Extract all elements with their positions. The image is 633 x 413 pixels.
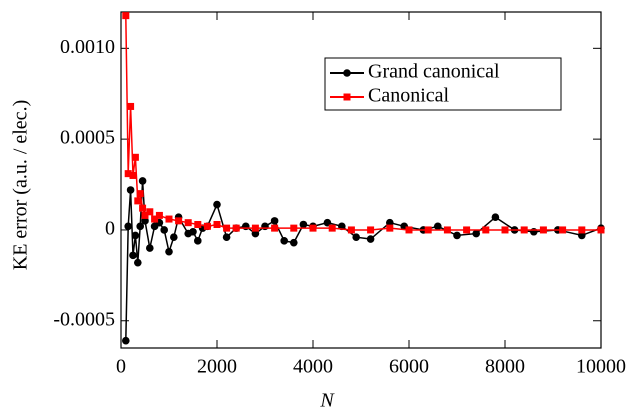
legend-label: Canonical xyxy=(368,85,450,107)
data-point xyxy=(146,244,154,252)
data-point xyxy=(290,224,298,232)
data-point xyxy=(175,217,183,225)
x-tick-label: 4000 xyxy=(293,356,333,378)
data-point xyxy=(578,231,586,240)
data-point xyxy=(453,231,461,240)
data-point xyxy=(213,220,221,228)
x-tick-label: 2000 xyxy=(197,356,237,378)
series-line xyxy=(125,15,601,231)
data-point xyxy=(141,211,149,219)
data-point xyxy=(151,215,159,223)
data-point xyxy=(124,170,132,178)
data-point xyxy=(578,226,586,234)
data-point xyxy=(134,258,142,267)
data-point xyxy=(141,217,149,225)
data-point xyxy=(184,219,192,227)
data-point xyxy=(194,237,202,245)
data-point xyxy=(539,226,547,234)
data-point xyxy=(242,222,250,231)
data-point xyxy=(126,186,135,194)
data-point xyxy=(222,233,231,242)
y-tick-label: 0.0010 xyxy=(60,36,115,58)
data-point xyxy=(131,153,139,161)
data-point xyxy=(501,226,509,234)
legend-label: Grand canonical xyxy=(368,61,500,83)
x-tick-label: 8000 xyxy=(485,356,525,378)
data-point xyxy=(290,238,298,247)
series-line xyxy=(125,180,602,341)
x-axis-label: N xyxy=(319,390,335,412)
data-point xyxy=(136,222,144,231)
data-point xyxy=(139,204,147,212)
data-point xyxy=(160,226,168,234)
data-point xyxy=(129,171,137,179)
data-point xyxy=(213,200,221,209)
data-point xyxy=(170,233,178,242)
data-point xyxy=(165,247,173,256)
data-point xyxy=(328,224,336,232)
legend-marker xyxy=(343,69,351,77)
data-point xyxy=(299,220,308,229)
data-point xyxy=(261,222,269,231)
x-tick-label: 10000 xyxy=(576,356,626,378)
data-point xyxy=(491,213,500,222)
y-tick-label: 0.0005 xyxy=(60,127,115,149)
data-point xyxy=(463,226,471,234)
data-point xyxy=(352,233,361,242)
y-axis-label: KE error (a.u. / elec.) xyxy=(10,100,32,270)
data-point xyxy=(127,102,135,110)
data-point xyxy=(223,224,231,232)
data-point xyxy=(597,226,605,234)
data-point xyxy=(386,218,394,227)
data-point xyxy=(367,226,375,234)
data-point xyxy=(323,218,332,227)
data-point xyxy=(122,12,130,20)
data-point xyxy=(136,190,144,198)
x-tick-label: 0 xyxy=(116,356,126,378)
data-point xyxy=(146,208,154,216)
data-point xyxy=(347,226,355,234)
y-tick-label: 0 xyxy=(105,218,115,240)
data-point xyxy=(434,222,442,231)
data-point xyxy=(189,227,197,236)
data-point xyxy=(472,229,481,238)
data-point xyxy=(366,235,375,243)
data-point xyxy=(134,197,142,205)
data-point xyxy=(520,226,528,234)
legend-box xyxy=(324,57,562,111)
data-point xyxy=(131,231,140,240)
data-point xyxy=(405,226,413,234)
legend-marker xyxy=(343,93,351,101)
data-point xyxy=(424,226,432,234)
data-point xyxy=(165,215,173,223)
data-point xyxy=(232,224,240,232)
data-point xyxy=(559,226,567,234)
data-point xyxy=(271,224,279,232)
data-point xyxy=(482,226,490,234)
y-tick-label: -0.0005 xyxy=(53,308,115,330)
data-point xyxy=(124,222,132,231)
data-point xyxy=(122,336,130,345)
data-point xyxy=(270,217,279,225)
data-point xyxy=(280,237,289,245)
data-point xyxy=(309,224,317,232)
data-point xyxy=(386,224,394,232)
data-point xyxy=(129,251,137,260)
data-point xyxy=(138,177,147,185)
data-point xyxy=(203,222,211,230)
data-point xyxy=(194,220,202,228)
data-point xyxy=(443,226,451,234)
data-point xyxy=(530,227,538,236)
x-tick-label: 6000 xyxy=(389,356,429,378)
data-point xyxy=(251,224,259,232)
data-point xyxy=(251,229,260,238)
data-point xyxy=(155,211,163,219)
plot-frame xyxy=(120,11,602,349)
